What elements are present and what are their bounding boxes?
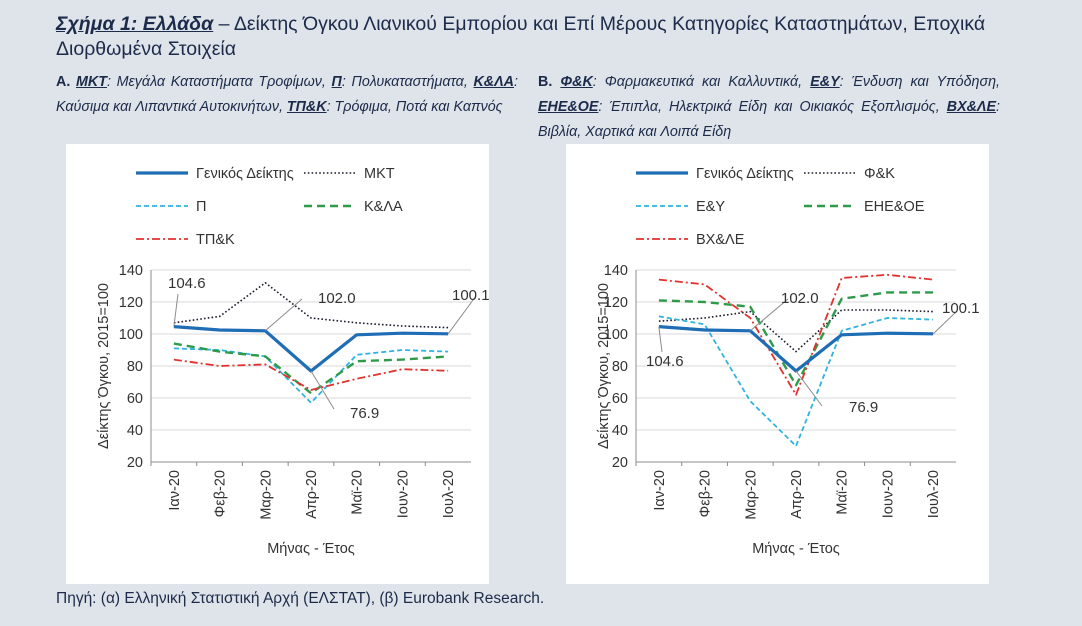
figure-title-lead: Σχήμα 1: Ελλάδα [56,13,214,35]
y-axis-title: Δείκτης Όγκου, 2015=100 [96,283,112,449]
chart-a: Γενικός Δείκτης ΜΚΤ Π Κ&ΛΑ ΤΠ&Κ 20 40 60 80 100 12… [96,166,489,557]
figure-title: Σχήμα 1: Ελλάδα – Δείκτης Όγκου Λιανικού… [56,12,1066,62]
note-b-abbr-2: Ε&Υ [810,74,840,90]
note-b-abbr-4: ΒΧ&ΛΕ [946,99,997,115]
abbreviations-note-b: Β. Φ&Κ: Φαρμακευτικά και Καλλυντικά, Ε&Υ… [538,74,1000,140]
y-axis-title: Δείκτης Όγκου, 2015=100 [596,283,612,449]
x-tick-label-0: Ιαν-20 [652,470,668,511]
legend-label-4: ΤΠ&Κ [196,232,235,248]
legend-label-1: ΜΚΤ [364,166,395,182]
annotation-label-1: 102.0 [318,290,356,307]
note-a-text-1: Μεγάλα Καταστήματα Τροφίμων, [116,74,326,90]
series-line-1 [173,282,449,329]
series-line-1 [658,309,934,353]
legend-label-2: Π [196,199,206,215]
note-a-text-4: Τρόφιμα, Ποτά και Καπνός [334,99,503,115]
y-tick-label-20: 20 [127,455,143,471]
annotation-label-2: 76.9 [849,399,878,416]
y-tick-label-60: 60 [127,391,143,407]
y-tick-label-100: 100 [604,327,628,343]
annotation-leader-2 [310,370,335,410]
x-axis-title: Μήνας - Έτος [267,541,355,557]
annotation-label-2: 76.9 [350,405,379,422]
note-b-text-3: Έπιπλα, Ηλεκτρικά Είδη και Οικιακός Εξοπ… [609,99,940,115]
x-tick-label-6: Ιουλ-20 [441,470,457,518]
x-tick-label-1: Φεβ-20 [213,470,229,517]
x-tick-label-2: Μαρ-20 [258,470,274,520]
note-a-abbr-2: Π [331,74,342,90]
annotation-label-3: 100.1 [942,300,980,317]
note-a-text-2: Πολυκαταστήματα, [351,74,468,90]
y-tick-label-120: 120 [119,295,143,311]
series-line-4 [658,273,934,396]
abbreviations-note-a: Α. ΜΚΤ: Μεγάλα Καταστήματα Τροφίμων, Π: … [56,74,518,115]
chart-panel-a: Γενικός Δείκτης ΜΚΤ Π Κ&ΛΑ ΤΠ&Κ 20 40 60 80 100 12… [66,144,489,584]
note-a-letter: Α. [56,74,71,90]
x-tick-label-4: Μαϊ-20 [350,470,366,515]
note-a-text-3: Καύσιμα και Λιπαντικά Αυτοκινήτων, [56,99,283,115]
x-tick-label-2: Μαρ-20 [743,470,759,520]
legend-label-0: Γενικός Δείκτης [696,166,794,182]
annotation-leader-1 [749,298,789,332]
series-line-2 [658,315,934,447]
y-tick-label-140: 140 [604,263,628,279]
series-line-0 [658,325,934,373]
figure-title-rest: – Δείκτης Όγκου Λιανικού Εμπορίου και Επ… [56,13,986,60]
y-tick-label-80: 80 [127,359,143,375]
y-tick-label-40: 40 [127,423,143,439]
legend-label-3: ΕΗΕ&ΟΕ [864,199,925,215]
source-note: Πηγή: (α) Ελληνική Στατιστική Αρχή (ΕΛΣΤ… [56,590,545,607]
chart-panel-b: Γενικός Δείκτης Φ&Κ Ε&Υ ΕΗΕ&ΟΕ ΒΧ&ΛΕ 20 40 60 80… [566,144,989,584]
y-tick-label-20: 20 [612,455,628,471]
series-line-4 [173,358,449,391]
note-b-abbr-3: ΕΗΕ&ΟΕ [538,99,599,115]
y-tick-label-80: 80 [612,359,628,375]
x-tick-label-3: Απρ-20 [304,470,320,519]
legend-label-4: ΒΧ&ΛΕ [696,232,745,248]
note-b-text-2: Ένδυση και Υπόδηση, [851,74,1000,90]
annotation-label-0: 104.6 [646,353,684,370]
x-tick-label-5: Ιουν-20 [395,470,411,518]
annotation-leader-3 [932,311,957,335]
legend-label-2: Ε&Υ [696,199,725,215]
series-line-3 [658,291,934,387]
x-tick-label-1: Φεβ-20 [698,470,714,517]
note-b-text-1: Φαρμακευτικά και Καλλυντικά, [604,74,803,90]
series-line-0 [173,325,449,373]
annotation-leader-3 [447,295,477,335]
series-line-3 [173,342,449,395]
series-line-2 [173,347,449,404]
x-axis-title: Μήνας - Έτος [752,541,840,557]
x-tick-label-5: Ιουν-20 [880,470,896,518]
annotation-leader-1 [264,298,303,332]
chart-b: Γενικός Δείκτης Φ&Κ Ε&Υ ΕΗΕ&ΟΕ ΒΧ&ΛΕ 20 40 60 80… [596,166,980,557]
note-b-text-4: Βιβλία, Χαρτικά και Λοιπά Είδη [538,124,732,140]
note-a-abbr-1: ΜΚΤ [75,74,107,90]
legend-label-3: Κ&ΛΑ [364,199,403,215]
annotation-leader-2 [795,370,823,407]
y-tick-label-60: 60 [612,391,628,407]
x-tick-label-4: Μαϊ-20 [835,470,851,515]
annotation-label-0: 104.6 [168,275,206,292]
y-tick-label-120: 120 [604,295,628,311]
annotation-leader-0 [658,326,663,353]
y-tick-label-40: 40 [612,423,628,439]
y-tick-label-100: 100 [119,327,143,343]
note-b-letter: Β. [538,74,553,90]
note-a-abbr-3: Κ&ΛΑ [473,74,514,90]
note-b-abbr-1: Φ&Κ [560,74,593,90]
legend-label-0: Γενικός Δείκτης [196,166,294,182]
x-tick-label-3: Απρ-20 [789,470,805,519]
annotation-leader-0 [173,293,179,327]
legend-label-1: Φ&Κ [864,166,895,182]
x-tick-label-0: Ιαν-20 [167,470,183,511]
x-tick-label-6: Ιουλ-20 [926,470,942,518]
annotation-label-3: 100.1 [452,287,489,304]
annotation-label-1: 102.0 [781,290,819,307]
note-a-abbr-4: ΤΠ&Κ [286,99,327,115]
y-tick-label-140: 140 [119,263,143,279]
